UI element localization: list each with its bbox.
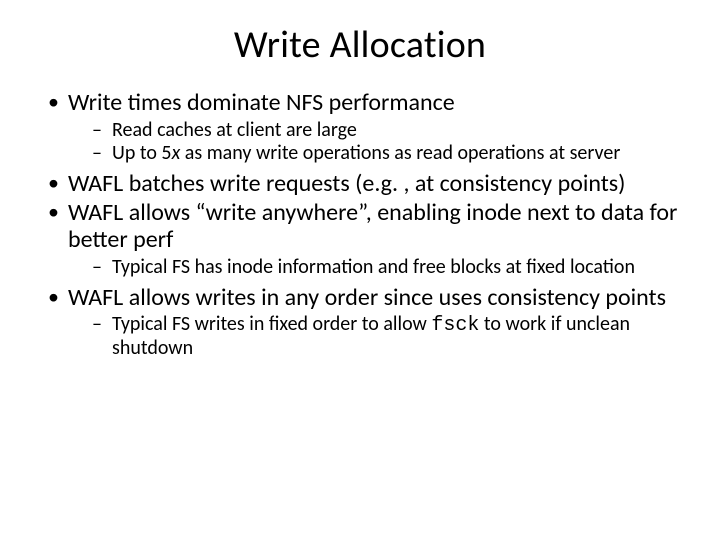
bullet-2-text: WAFL batches write requests (e.g. , at c… — [68, 169, 625, 198]
sublist-3: Typical FS has inode information and fre… — [68, 256, 682, 279]
slide: Write Allocation Write times dominate NF… — [0, 0, 720, 540]
bullet-list: Write times dominate NFS performance Rea… — [38, 90, 682, 360]
sub-1a-text: Read caches at client are large — [112, 118, 357, 142]
bullet-4: WAFL allows writes in any order since us… — [44, 285, 682, 361]
slide-title: Write Allocation — [38, 22, 682, 68]
bullet-1: Write times dominate NFS performance Rea… — [44, 90, 682, 165]
bullet-3: WAFL allows “write anywhere”, enabling i… — [44, 200, 682, 279]
bullet-4-text: WAFL allows writes in any order since us… — [68, 283, 666, 312]
sub-3a-text: Typical FS has inode information and fre… — [112, 255, 635, 279]
sublist-1: Read caches at client are large Up to 5x… — [68, 119, 682, 165]
bullet-2: WAFL batches write requests (e.g. , at c… — [44, 171, 682, 198]
sub-1b-x: x — [172, 141, 181, 165]
sub-4a: Typical FS writes in fixed order to allo… — [90, 313, 682, 360]
sub-3a: Typical FS has inode information and fre… — [90, 256, 682, 279]
sub-1b-pre: Up to 5 — [112, 141, 172, 165]
sub-4a-pre: Typical FS writes in fixed order to allo… — [112, 312, 431, 336]
sublist-4: Typical FS writes in fixed order to allo… — [68, 313, 682, 360]
bullet-3-text: WAFL allows “write anywhere”, enabling i… — [68, 198, 677, 254]
sub-4a-code: fsck — [431, 314, 479, 337]
sub-1b-post: as many write operations as read operati… — [180, 141, 620, 165]
bullet-1-text: Write times dominate NFS performance — [68, 88, 455, 117]
sub-1b: Up to 5x as many write operations as rea… — [90, 142, 682, 165]
sub-1a: Read caches at client are large — [90, 119, 682, 142]
